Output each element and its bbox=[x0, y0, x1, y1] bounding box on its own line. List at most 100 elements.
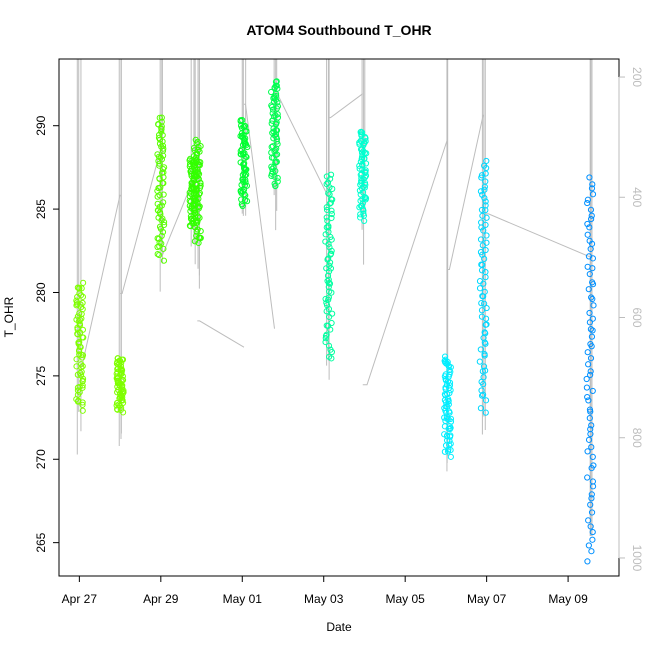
data-point bbox=[237, 159, 244, 166]
data-point bbox=[160, 199, 167, 206]
y-tick-label: 265 bbox=[34, 532, 48, 552]
data-point bbox=[585, 286, 592, 293]
data-point bbox=[360, 210, 367, 217]
data-point bbox=[323, 331, 330, 338]
data-point bbox=[240, 178, 247, 185]
data-point bbox=[587, 206, 595, 213]
data-point bbox=[586, 415, 593, 422]
transit-line bbox=[328, 93, 364, 119]
data-point bbox=[191, 210, 198, 217]
plot-frame bbox=[58, 58, 620, 577]
transit-line bbox=[79, 194, 121, 368]
data-point bbox=[196, 162, 203, 169]
data-point bbox=[481, 288, 488, 295]
data-point bbox=[273, 78, 280, 85]
x-tick-label: May 01 bbox=[223, 592, 263, 606]
data-point bbox=[324, 272, 332, 279]
data-point bbox=[323, 224, 330, 231]
data-point bbox=[585, 542, 592, 549]
data-point bbox=[322, 338, 329, 346]
data-point bbox=[588, 333, 596, 340]
data-point bbox=[477, 236, 485, 243]
data-point bbox=[589, 315, 596, 322]
data-point bbox=[476, 285, 484, 292]
data-point bbox=[477, 346, 484, 353]
data-point bbox=[328, 319, 335, 327]
data-point bbox=[476, 278, 484, 285]
data-point bbox=[325, 294, 332, 301]
data-point bbox=[193, 185, 200, 193]
data-point bbox=[362, 195, 370, 202]
data-point bbox=[587, 371, 594, 379]
y-tick-label: 280 bbox=[34, 282, 48, 302]
data-point bbox=[589, 478, 597, 485]
data-point bbox=[589, 279, 596, 286]
data-point bbox=[273, 127, 281, 134]
data-point bbox=[78, 361, 85, 368]
transit-line bbox=[197, 320, 245, 348]
data-point bbox=[274, 174, 281, 182]
data-point bbox=[197, 182, 204, 189]
data-point bbox=[241, 122, 248, 129]
data-points bbox=[73, 78, 597, 565]
profile-lines bbox=[76, 59, 593, 536]
data-point bbox=[357, 211, 364, 218]
y-axis-label: T_OHR bbox=[2, 296, 16, 337]
data-point bbox=[325, 353, 333, 360]
data-point bbox=[191, 238, 199, 245]
data-point bbox=[329, 310, 336, 317]
data-point bbox=[243, 182, 250, 189]
x-tick-label: May 03 bbox=[304, 592, 344, 606]
data-point bbox=[326, 191, 333, 198]
data-point bbox=[240, 164, 248, 171]
data-point bbox=[76, 351, 83, 358]
data-point bbox=[154, 200, 161, 207]
data-point bbox=[160, 191, 167, 198]
data-point bbox=[357, 171, 364, 179]
y2-tick-label: 400 bbox=[630, 187, 644, 207]
data-point bbox=[238, 133, 246, 140]
data-point bbox=[447, 432, 454, 439]
data-point bbox=[328, 207, 335, 214]
data-point bbox=[441, 353, 449, 360]
data-point bbox=[483, 321, 490, 328]
data-point bbox=[482, 367, 489, 374]
data-point bbox=[273, 138, 280, 145]
data-point bbox=[327, 233, 334, 241]
data-point bbox=[482, 178, 489, 185]
data-point bbox=[77, 292, 85, 299]
transit-line bbox=[483, 213, 591, 258]
data-point bbox=[79, 378, 86, 385]
data-point bbox=[477, 188, 485, 195]
data-point bbox=[156, 114, 163, 121]
data-point bbox=[274, 103, 282, 110]
data-point bbox=[589, 453, 596, 461]
data-point bbox=[237, 117, 244, 124]
data-point bbox=[584, 474, 591, 481]
data-point bbox=[588, 509, 596, 516]
data-point bbox=[78, 368, 85, 376]
data-point bbox=[193, 140, 200, 147]
data-point bbox=[156, 251, 163, 259]
data-point bbox=[156, 175, 163, 182]
data-point bbox=[195, 195, 202, 202]
data-point bbox=[587, 340, 594, 348]
data-point bbox=[269, 110, 276, 117]
data-point bbox=[587, 426, 594, 433]
y-tick-label: 275 bbox=[34, 366, 48, 386]
data-point bbox=[584, 448, 591, 455]
x-tick-label: May 05 bbox=[386, 592, 426, 606]
data-point bbox=[192, 194, 199, 201]
data-point bbox=[79, 407, 86, 414]
y-tick-label: 285 bbox=[34, 199, 48, 219]
data-point bbox=[479, 212, 486, 219]
data-point bbox=[589, 191, 597, 198]
data-point bbox=[79, 363, 86, 370]
data-point bbox=[587, 355, 595, 362]
data-point bbox=[584, 263, 591, 270]
data-point bbox=[589, 327, 596, 334]
data-point bbox=[481, 329, 488, 336]
data-point bbox=[356, 162, 363, 169]
data-point bbox=[478, 300, 485, 307]
data-point bbox=[441, 431, 448, 438]
